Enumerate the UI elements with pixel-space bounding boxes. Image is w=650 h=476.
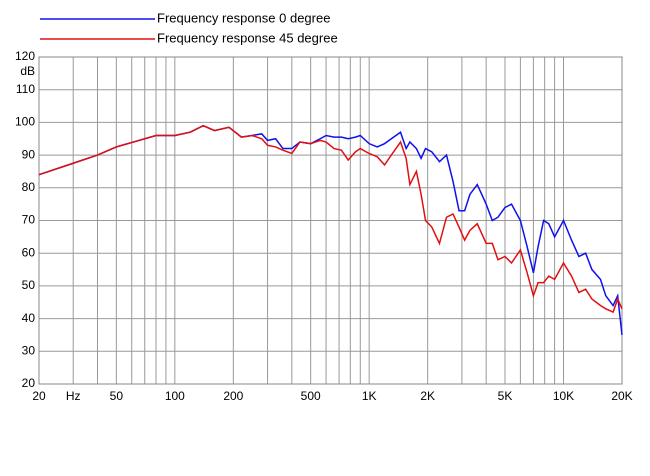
y-tick-label: 90 <box>22 147 36 161</box>
y-tick-label: 50 <box>22 278 36 292</box>
y-tick-label: 110 <box>16 82 35 96</box>
x-tick-label: Hz <box>66 389 81 403</box>
x-tick-label: 200 <box>223 389 243 403</box>
y-tick-label: 20 <box>22 376 36 390</box>
x-tick-label: 20K <box>611 389 632 403</box>
y-tick-label: 80 <box>22 180 36 194</box>
x-tick-label: 10K <box>553 389 574 403</box>
series-line <box>38 124 623 336</box>
y-tick-label: 70 <box>22 213 36 227</box>
x-tick-label: 20 <box>32 389 46 403</box>
x-tick-label: 100 <box>165 389 185 403</box>
x-tick-label: 500 <box>301 389 321 403</box>
series-line <box>38 124 623 314</box>
x-tick-label: 5K <box>498 389 513 403</box>
x-tick-label: 1K <box>362 389 377 403</box>
y-tick-label: 100 <box>15 115 35 129</box>
y-tick-label: 60 <box>22 245 36 259</box>
plot-frame <box>38 56 623 385</box>
y-tick-label: 120 <box>15 49 35 63</box>
y-tick-label: 30 <box>22 343 36 357</box>
y-tick-label: 40 <box>22 311 36 325</box>
legend-label: Frequency response 45 degree <box>157 30 338 45</box>
legend-label: Frequency response 0 degree <box>157 10 330 25</box>
x-tick-label: 2K <box>420 389 435 403</box>
x-tick-label: 50 <box>110 389 124 403</box>
y-axis-label: dB <box>20 64 35 78</box>
